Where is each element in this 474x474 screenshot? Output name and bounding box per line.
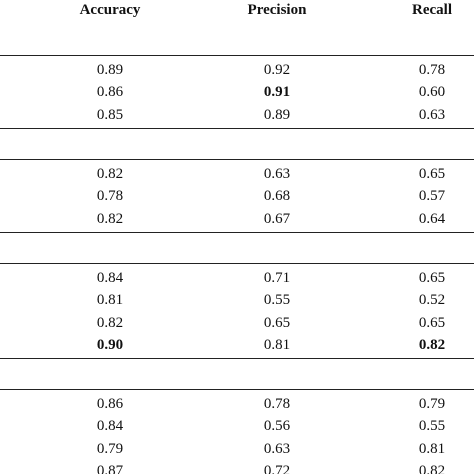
table-cell: 0.81 xyxy=(418,440,446,457)
table-cell: 0.89 xyxy=(96,62,124,78)
table-cell: 0.86 xyxy=(96,396,124,412)
table-cell: 0.56 xyxy=(263,418,291,435)
table-cell: 0.82 xyxy=(418,462,446,474)
column-header: Accuracy xyxy=(79,2,141,18)
rule xyxy=(0,128,474,129)
table-cell: 0.64 xyxy=(418,210,446,227)
column-header: Recall xyxy=(412,2,452,18)
table-cell: 0.87 xyxy=(96,462,124,474)
table-cell: 0.65 xyxy=(263,314,291,331)
table-cell: 0.79 xyxy=(96,440,124,457)
table-cell: 0.65 xyxy=(418,166,446,182)
table-cell: 0.63 xyxy=(263,440,291,457)
table-cell: 0.67 xyxy=(263,210,291,227)
table-cell: 0.65 xyxy=(418,270,446,286)
rule xyxy=(0,389,474,390)
table-cell: 0.82 xyxy=(96,210,124,227)
table-cell: 0.79 xyxy=(418,396,446,412)
table-cell: 0.84 xyxy=(96,270,124,286)
table-cell: 0.52 xyxy=(418,292,446,309)
table-cell: 0.89 xyxy=(263,106,291,123)
table-cell: 0.82 xyxy=(96,314,124,331)
table-cell: 0.86 xyxy=(96,84,124,101)
table-cell: 0.92 xyxy=(263,62,291,78)
table-cell: 0.81 xyxy=(263,336,291,353)
table-cell: 0.82 xyxy=(418,336,446,353)
table-cell: 0.78 xyxy=(96,188,124,205)
table-cell: 0.84 xyxy=(96,418,124,435)
table-cell: 0.63 xyxy=(418,106,446,123)
table-cell: 0.63 xyxy=(263,166,291,182)
table-cell: 0.85 xyxy=(96,106,124,123)
rule xyxy=(0,358,474,359)
table-cell: 0.90 xyxy=(96,336,124,353)
table-cell: 0.57 xyxy=(418,188,446,205)
table-cell: 0.81 xyxy=(96,292,124,309)
table-cell: 0.71 xyxy=(263,270,291,286)
table-cell: 0.91 xyxy=(263,84,291,101)
table-cell: 0.55 xyxy=(263,292,291,309)
table-cell: 0.72 xyxy=(263,462,291,474)
table-cell: 0.82 xyxy=(96,166,124,182)
column-header: Precision xyxy=(247,2,307,18)
rule xyxy=(0,55,474,56)
rule xyxy=(0,232,474,233)
table-cell: 0.65 xyxy=(418,314,446,331)
table-cell: 0.78 xyxy=(418,62,446,78)
table-cell: 0.60 xyxy=(418,84,446,101)
table-cell: 0.68 xyxy=(263,188,291,205)
rule xyxy=(0,263,474,264)
rule xyxy=(0,159,474,160)
table-cell: 0.78 xyxy=(263,396,291,412)
table-cell: 0.55 xyxy=(418,418,446,435)
